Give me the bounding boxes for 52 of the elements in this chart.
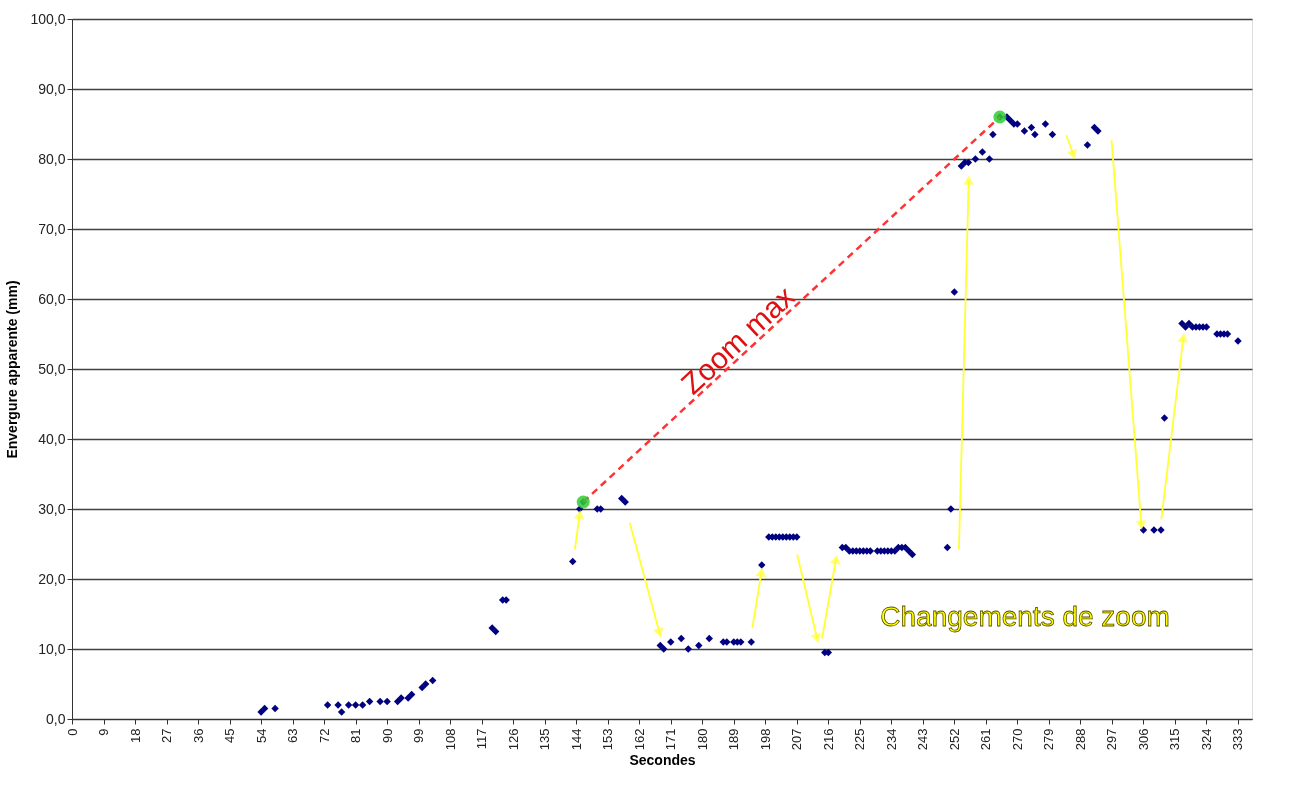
x-tick-label: 288 bbox=[1072, 728, 1088, 751]
y-tick-label: 10,0 bbox=[38, 640, 66, 657]
x-tick-label: 180 bbox=[694, 728, 710, 751]
x-tick-label: 261 bbox=[978, 728, 994, 751]
x-tick-label: 270 bbox=[1009, 728, 1025, 751]
x-tick-label: 9 bbox=[96, 728, 112, 736]
x-tick-label: 225 bbox=[852, 728, 868, 751]
x-tick-label: 207 bbox=[789, 728, 805, 751]
y-tick-label: 90,0 bbox=[38, 80, 66, 97]
x-tick-label: 306 bbox=[1135, 728, 1151, 751]
x-tick-label: 252 bbox=[946, 728, 962, 751]
x-tick-label: 162 bbox=[631, 728, 647, 751]
x-tick-label: 243 bbox=[915, 728, 931, 751]
x-tick-label: 117 bbox=[474, 728, 490, 750]
x-axis-title: Secondes bbox=[629, 752, 696, 769]
x-tick-label: 144 bbox=[568, 728, 584, 751]
x-tick-label: 216 bbox=[820, 728, 836, 751]
x-tick-label: 135 bbox=[537, 728, 553, 751]
x-tick-label: 0 bbox=[64, 728, 80, 736]
x-tick-label: 126 bbox=[505, 728, 521, 751]
x-tick-label: 18 bbox=[127, 728, 143, 743]
x-tick-label: 324 bbox=[1198, 728, 1214, 751]
x-tick-label: 333 bbox=[1230, 728, 1246, 751]
x-tick-label: 90 bbox=[379, 728, 395, 743]
x-tick-label: 189 bbox=[726, 728, 742, 751]
x-tick-label: 27 bbox=[159, 728, 175, 743]
y-tick-label: 40,0 bbox=[38, 430, 66, 447]
x-tick-label: 54 bbox=[253, 728, 269, 743]
x-tick-label: 36 bbox=[190, 728, 206, 743]
x-tick-label: 297 bbox=[1104, 728, 1120, 751]
x-tick-label: 108 bbox=[442, 728, 458, 751]
x-tick-label: 81 bbox=[348, 728, 364, 743]
x-tick-label: 99 bbox=[411, 728, 427, 743]
y-tick-label: 80,0 bbox=[38, 150, 66, 167]
y-tick-label: 0,0 bbox=[46, 710, 66, 727]
x-tick-label: 72 bbox=[316, 728, 332, 743]
y-tick-label: 70,0 bbox=[38, 220, 66, 237]
x-tick-label: 153 bbox=[600, 728, 616, 751]
y-tick-label: 50,0 bbox=[38, 360, 66, 377]
y-tick-label: 60,0 bbox=[38, 290, 66, 307]
x-tick-label: 45 bbox=[222, 728, 238, 743]
x-tick-label: 171 bbox=[663, 728, 679, 751]
x-tick-label: 315 bbox=[1167, 728, 1183, 751]
annotation: Changements de zoom bbox=[880, 600, 1170, 632]
y-tick-label: 20,0 bbox=[38, 570, 66, 587]
y-axis-title: Envergure apparente (mm) bbox=[4, 280, 21, 459]
x-tick-label: 234 bbox=[883, 728, 899, 751]
y-tick-label: 100,0 bbox=[30, 10, 66, 27]
x-tick-label: 279 bbox=[1041, 728, 1057, 751]
x-tick-label: 198 bbox=[757, 728, 773, 751]
x-tick-label: 63 bbox=[285, 728, 301, 743]
y-tick-label: 30,0 bbox=[38, 500, 66, 517]
